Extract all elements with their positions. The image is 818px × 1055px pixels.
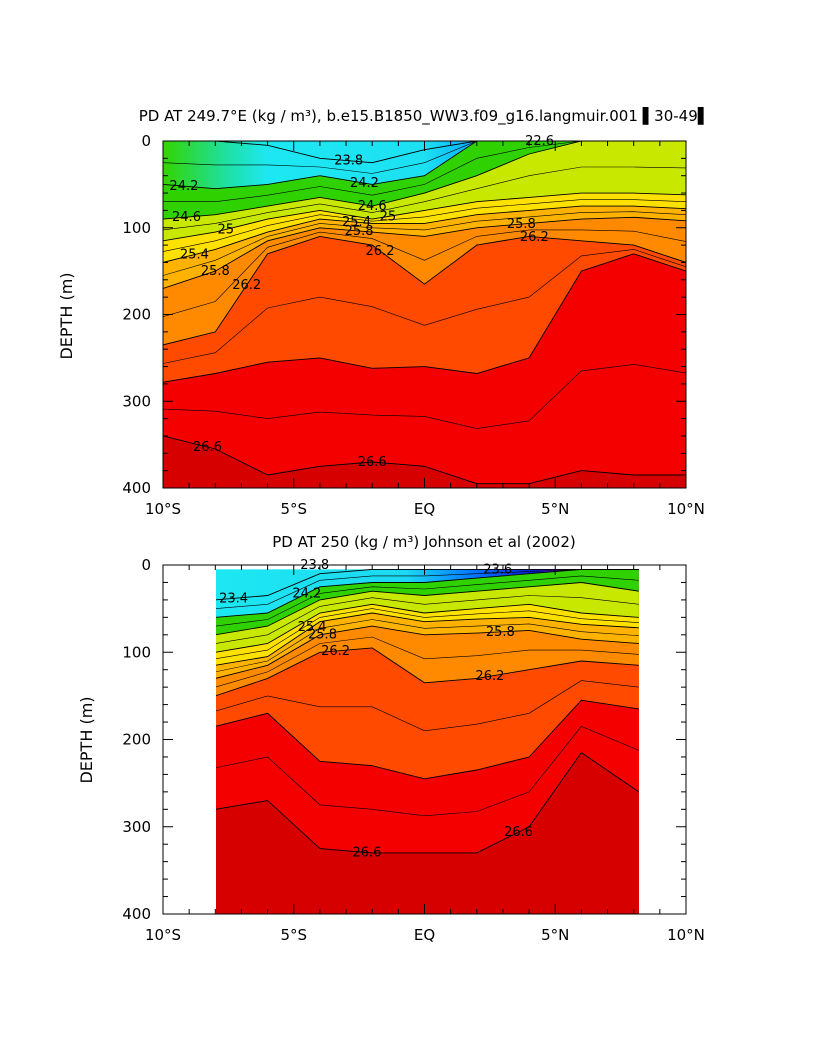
contour-label: 26.2 <box>520 230 549 245</box>
contour-label: 26.6 <box>504 825 533 840</box>
contour-label: 23.6 <box>483 562 512 577</box>
contour-label: 26.2 <box>232 278 261 293</box>
y-tick-label: 400 <box>122 905 151 923</box>
contour-label: 25.8 <box>308 627 337 642</box>
isopycnal-intermediate <box>163 364 686 429</box>
contour-label: 24.2 <box>169 179 198 194</box>
x-tick-label: 5°S <box>280 926 307 944</box>
x-tick-label: 10°N <box>667 926 705 944</box>
contour-label: 25 <box>380 210 397 225</box>
isopycnal-26-6 <box>163 435 686 485</box>
density-band-26-6 <box>163 435 686 488</box>
x-tick-label: EQ <box>414 926 435 944</box>
isopycnal-26-2 <box>216 647 639 697</box>
contour-label: 26.2 <box>321 644 350 659</box>
contour-lines <box>216 569 639 854</box>
contour-label: 26.2 <box>366 244 395 259</box>
contour-lines <box>163 141 686 485</box>
panel-observations: PD AT 250 (kg / m³) Johnson et al (2002)… <box>77 533 705 944</box>
isopycnal-25 <box>163 192 686 242</box>
isopycnal-25-4 <box>163 205 686 263</box>
isopycnal-26-2 <box>163 235 686 346</box>
y-tick-label: 0 <box>141 132 151 150</box>
x-tick-label: 5°S <box>280 500 307 518</box>
isopycnal-intermediate <box>163 141 686 174</box>
isopycnal-intermediate <box>216 595 639 644</box>
isopycnal-intermediate <box>163 229 686 317</box>
isopycnal-intermediate <box>163 141 686 202</box>
y-axis-label: DEPTH (m) <box>57 272 76 359</box>
y-tick-label: 400 <box>122 479 151 497</box>
isopycnal-intermediate <box>216 619 639 673</box>
y-tick-label: 100 <box>122 643 151 661</box>
contour-label: 25.8 <box>345 224 374 239</box>
isopycnal-intermediate <box>163 249 686 364</box>
contour-label: 25 <box>218 223 235 238</box>
contour-label: 25.4 <box>298 620 327 635</box>
chart-title: PD AT 249.7°E (kg / m³), b.e15.B1850_WW3… <box>139 106 710 126</box>
x-tick-label: 10°N <box>667 500 705 518</box>
y-tick-label: 300 <box>122 392 151 410</box>
isopycnal-26-6 <box>216 751 639 854</box>
isopycnal-intermediate <box>163 199 686 252</box>
contour-label: 25.4 <box>180 248 209 263</box>
y-axis-label: DEPTH (m) <box>77 696 96 783</box>
x-tick-label: 5°N <box>541 500 569 518</box>
contour-label: 23.8 <box>334 154 363 169</box>
isopycnal-24-6 <box>163 141 686 220</box>
isopycnal-intermediate <box>216 680 639 732</box>
isopycnal-25-8 <box>163 216 686 289</box>
contour-label: 25.8 <box>486 625 515 640</box>
isopycnal-24-2 <box>216 569 639 618</box>
isopycnal-intermediate <box>163 211 686 276</box>
y-tick-label: 200 <box>122 731 151 749</box>
isopycnal-24-6 <box>216 582 639 636</box>
chart-title: PD AT 250 (kg / m³) Johnson et al (2002) <box>272 533 575 551</box>
contour-label: 24.2 <box>350 176 379 191</box>
isopycnal-26-4 <box>216 699 639 780</box>
y-tick-label: 200 <box>122 306 151 324</box>
isopycnal-intermediate <box>216 575 639 627</box>
isopycnal-intermediate <box>216 636 639 688</box>
panel-model: PD AT 249.7°E (kg / m³), b.e15.B1850_WW3… <box>57 106 709 518</box>
contour-label: 24.6 <box>358 199 387 214</box>
isopycnal-25 <box>216 603 639 653</box>
isopycnal-intermediate <box>163 166 686 231</box>
axes: 10°S 5°S EQ 5°N 10°N 0 100 200 300 400 <box>122 556 705 944</box>
x-tick-label: 5°N <box>541 926 569 944</box>
isopycnal-intermediate <box>216 569 639 609</box>
x-tick-label: 10°S <box>145 926 181 944</box>
x-tick-label: EQ <box>414 500 435 518</box>
x-tick-label: 10°S <box>145 500 181 518</box>
isopycnal-24-2 <box>163 141 686 190</box>
contour-fill <box>163 141 686 488</box>
y-tick-label: 100 <box>122 219 151 237</box>
isopycnal-25-4 <box>216 612 639 666</box>
density-band-26-6 <box>216 752 639 914</box>
contour-label: 23.4 <box>219 591 248 606</box>
isopycnal-intermediate <box>216 726 639 817</box>
density-band-26-4 <box>163 253 686 488</box>
y-tick-label: 0 <box>141 556 151 574</box>
contour-labels: 23.824.2 24.224.624.6252525.425.425.825.8… <box>169 134 554 470</box>
y-tick-label: 300 <box>122 818 151 836</box>
contour-label: 26.6 <box>358 455 387 470</box>
contour-label: 26.2 <box>475 669 504 684</box>
contour-labels: 23.423.824.225.425.826.226.226.626.623.6… <box>219 558 533 861</box>
axes: 10°S 5°S EQ 5°N 10°N 0 100 200 300 400 <box>122 132 705 518</box>
isopycnal-intermediate <box>216 608 639 659</box>
contour-label: 24.6 <box>172 210 201 225</box>
contour-label: 26.6 <box>193 440 222 455</box>
contour-label: 26.6 <box>353 846 382 861</box>
contour-label: 25.8 <box>201 264 230 279</box>
contour-label: 25.8 <box>507 217 536 232</box>
isopycnal-26-4 <box>163 253 686 383</box>
isopycnal-25-8 <box>216 625 639 679</box>
contour-label: 24.2 <box>292 586 321 601</box>
contour-label: 25.4 <box>342 215 371 230</box>
contour-fill <box>216 569 639 914</box>
